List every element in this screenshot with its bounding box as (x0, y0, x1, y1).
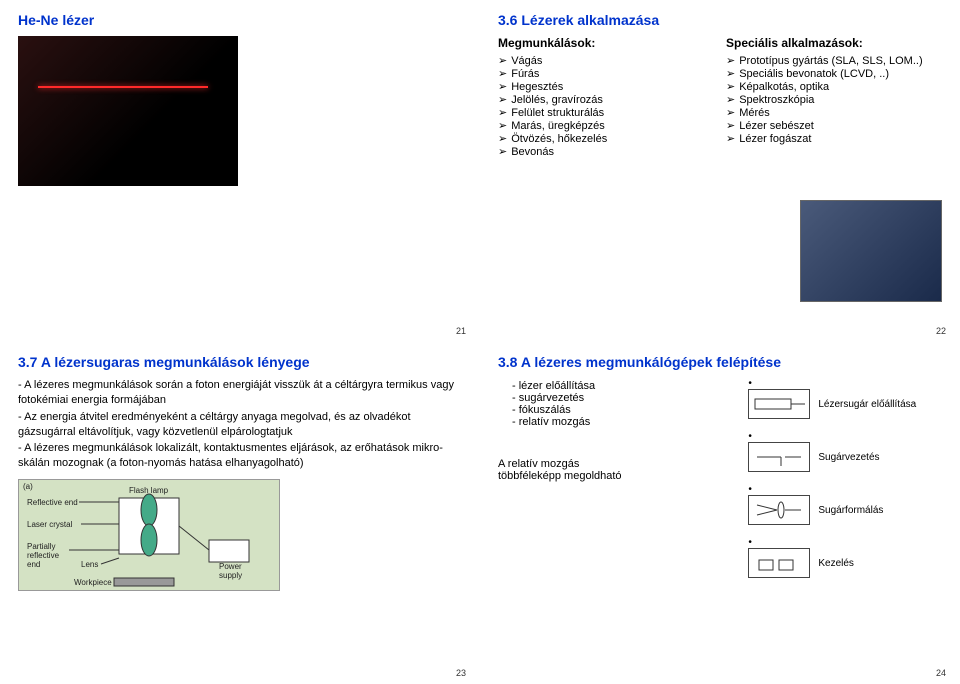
slide4-note1: A relatív mozgás (498, 458, 730, 470)
list-item: A lézeres megmunkálások lokalizált, kont… (18, 441, 462, 471)
page-number: 22 (936, 326, 946, 336)
slide2-right-heading: Speciális alkalmazások: (726, 36, 942, 50)
application-photo (800, 200, 942, 302)
slide4-title: 3.8 A lézeres megmunkálógépek felépítése (498, 354, 942, 370)
list-item: Felület strukturálás (498, 106, 714, 119)
list-item: lézer előállítása (512, 380, 730, 392)
slide2-left-col: Megmunkálások: Vágás Fúrás Hegesztés Jel… (498, 36, 714, 168)
list-item: Marás, üregképzés (498, 119, 714, 132)
list-item: Lézer fogászat (726, 132, 942, 145)
slide-1: He-Ne lézer 21 (0, 0, 480, 342)
slide4-right-list: Lézersugár előállítása Sugárvezetés (748, 378, 942, 578)
list-item: Képalkotás, optika (726, 80, 942, 93)
list-item: Bevonás (498, 145, 714, 158)
slide2-left-heading: Megmunkálások: (498, 36, 714, 50)
list-item: Hegesztés (498, 80, 714, 93)
page-number: 21 (456, 326, 466, 336)
list-item: relatív mozgás (512, 416, 730, 428)
list-item: Vágás (498, 54, 714, 67)
slide2-right-list: Prototípus gyártás (SLA, SLS, LOM..) Spe… (726, 54, 942, 145)
page-number: 23 (456, 668, 466, 678)
slide4-note2: többféleképp megoldható (498, 470, 730, 482)
right-item-label: Kezelés (818, 558, 854, 569)
slide-3: 3.7 A lézersugaras megmunkálások lényege… (0, 342, 480, 684)
list-item: Prototípus gyártás (SLA, SLS, LOM..) (726, 54, 942, 67)
slide2-title: 3.6 Lézerek alkalmazása (498, 12, 942, 28)
right-item-label: Lézersugár előállítása (818, 399, 916, 410)
slide3-title: 3.7 A lézersugaras megmunkálások lényege (18, 354, 462, 370)
list-item: Mérés (726, 106, 942, 119)
list-item: Fúrás (498, 67, 714, 80)
slide4-right: Lézersugár előállítása Sugárvezetés (748, 378, 942, 590)
laser-schematic: (a) Reflective end Flash lamp Laser crys… (18, 479, 280, 591)
slide2-left-list: Vágás Fúrás Hegesztés Jelölés, gravírozá… (498, 54, 714, 158)
laser-beam (38, 86, 208, 88)
list-item: fókuszálás (512, 404, 730, 416)
list-item: Lézer sebészet (726, 119, 942, 132)
list-item: Spektroszkópia (726, 93, 942, 106)
list-item: Ötvözés, hőkezelés (498, 132, 714, 145)
slide4-left: lézer előállítása sugárvezetés fókuszálá… (498, 378, 730, 590)
slide3-points: A lézeres megmunkálások során a foton en… (18, 378, 462, 471)
list-item: Az energia átvitel eredményeként a céltá… (18, 410, 462, 440)
beam-generation-icon (748, 389, 810, 419)
beam-guide-icon (748, 442, 810, 472)
slide1-title: He-Ne lézer (18, 12, 462, 28)
slide4-left-list: lézer előállítása sugárvezetés fókuszálá… (498, 380, 730, 428)
slide-2: 3.6 Lézerek alkalmazása Megmunkálások: V… (480, 0, 960, 342)
list-item: A lézeres megmunkálások során a foton en… (18, 378, 462, 408)
handling-icon (748, 548, 810, 578)
laser-photo (18, 36, 238, 186)
page-number: 24 (936, 668, 946, 678)
list-item: Speciális bevonatok (LCVD, ..) (726, 67, 942, 80)
slide2-right-col: Speciális alkalmazások: Prototípus gyárt… (726, 36, 942, 168)
right-item-label: Sugárvezetés (818, 452, 879, 463)
slide-4: 3.8 A lézeres megmunkálógépek felépítése… (480, 342, 960, 684)
beam-shaping-icon (748, 495, 810, 525)
right-item-label: Sugárformálás (818, 505, 883, 516)
list-item: Jelölés, gravírozás (498, 93, 714, 106)
list-item: sugárvezetés (512, 392, 730, 404)
